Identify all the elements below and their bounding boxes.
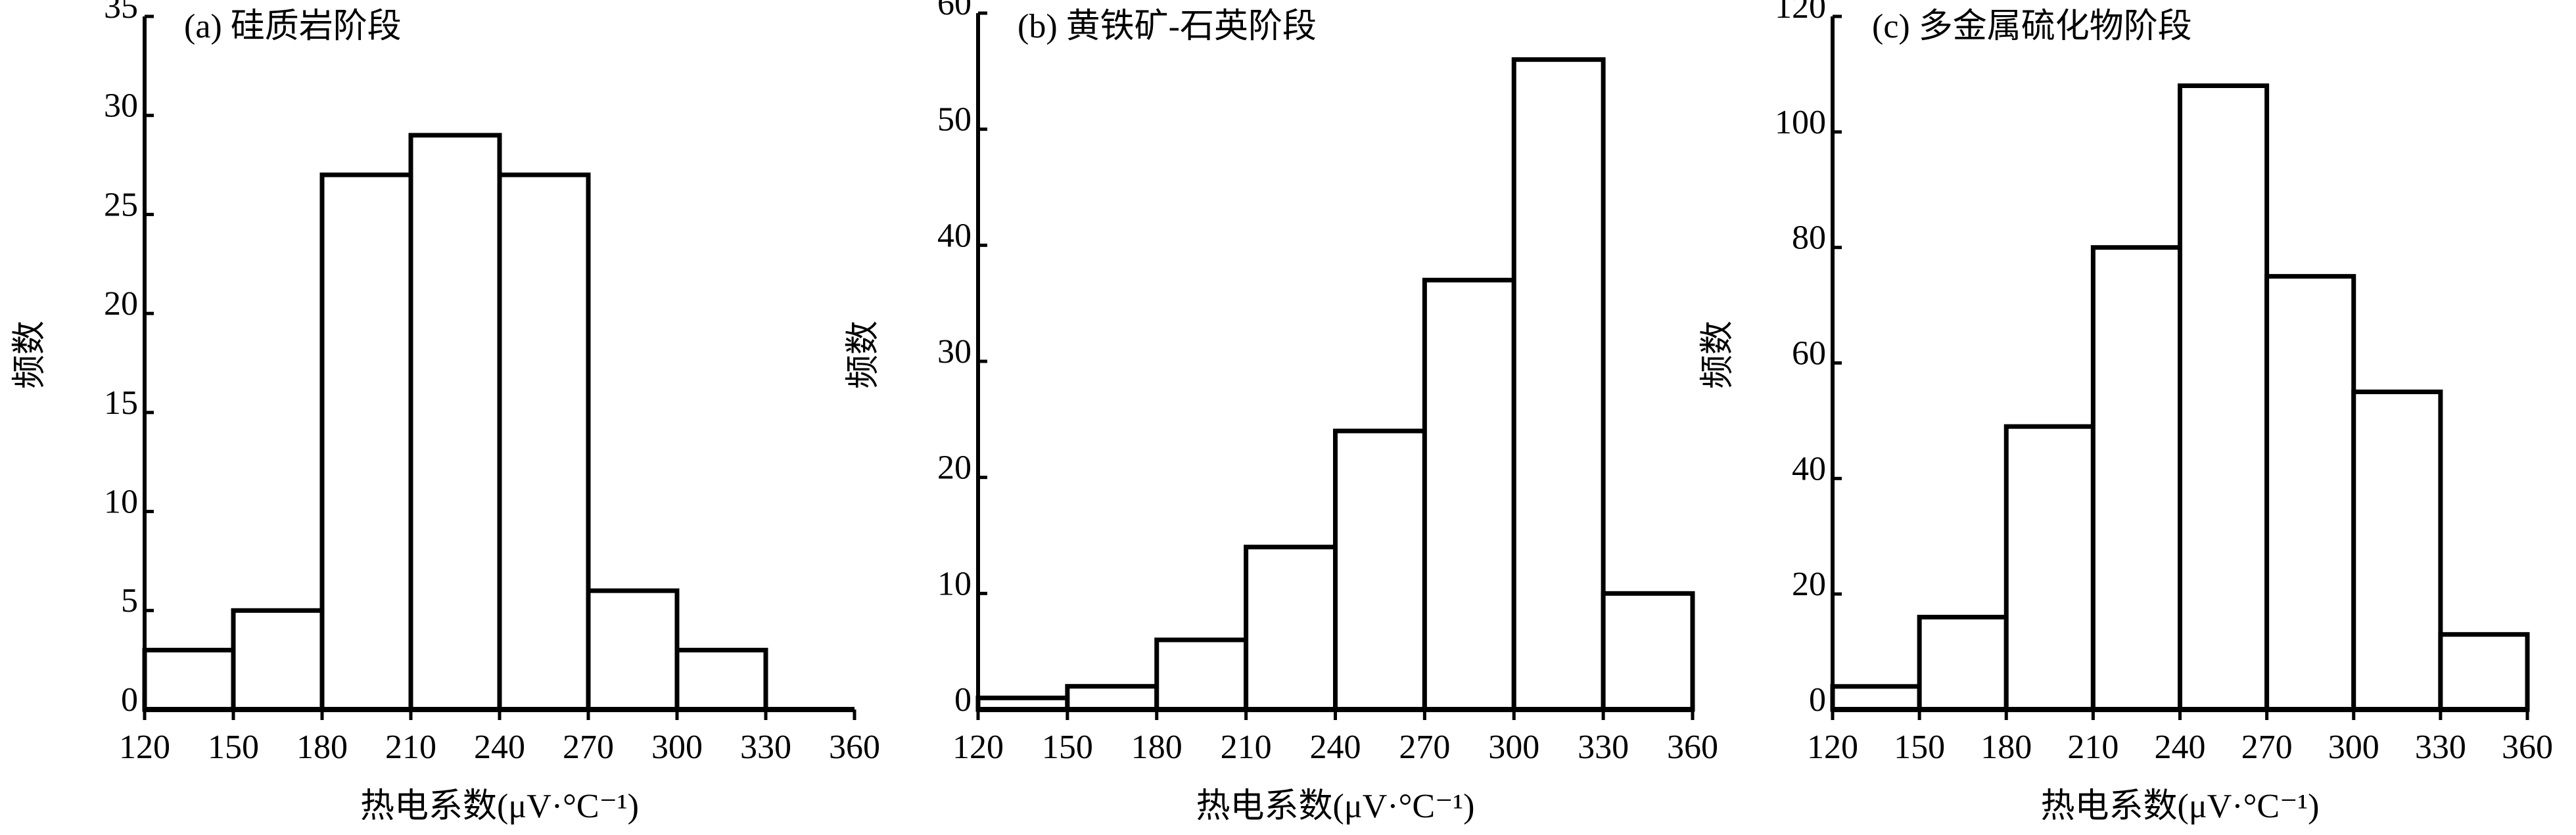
x-axis-label: 热电系数(μV·°C⁻¹) (360, 788, 639, 825)
bar (1422, 277, 1516, 712)
x-tick-label: 180 (296, 729, 348, 766)
y-tick-label: 80 (1792, 219, 1826, 257)
bar (1917, 614, 2009, 712)
bar (2264, 274, 2356, 712)
bar (2090, 245, 2182, 712)
bar (1511, 57, 1606, 712)
x-tick-label: 270 (1399, 729, 1450, 766)
x-tick-label: 330 (1578, 729, 1629, 766)
bar (408, 133, 502, 712)
y-tick-label: 100 (1775, 104, 1826, 141)
x-tick-label: 270 (2241, 729, 2293, 766)
y-tick-label: 60 (937, 0, 972, 22)
x-tick-label: 150 (1894, 729, 1945, 766)
bar (586, 588, 680, 712)
x-tick-label: 120 (952, 729, 1004, 766)
x-tick-label: 360 (2502, 729, 2553, 766)
y-tick-label: 40 (1792, 450, 1826, 487)
x-tick-label: 120 (119, 729, 170, 766)
bar (1065, 684, 1159, 712)
x-tick-label: 180 (1980, 729, 2032, 766)
y-tick-label: 30 (937, 333, 972, 371)
chart-title: (a) 硅质岩阶段 (184, 8, 402, 45)
y-tick-label: 20 (1792, 566, 1826, 603)
x-tick-label: 300 (1488, 729, 1539, 766)
bar (1154, 637, 1249, 712)
x-tick-label: 240 (1310, 729, 1361, 766)
x-tick-label: 240 (474, 729, 525, 766)
bar (1244, 545, 1338, 712)
x-tick-label: 210 (2067, 729, 2119, 766)
y-axis-label: 频数 (1699, 321, 1737, 389)
x-tick-label: 120 (1807, 729, 1858, 766)
x-tick-label: 210 (1221, 729, 1272, 766)
x-tick-label: 330 (2415, 729, 2466, 766)
x-tick-label: 210 (385, 729, 436, 766)
y-tick-label: 0 (954, 681, 972, 719)
x-tick-label: 300 (2328, 729, 2379, 766)
bar (674, 648, 768, 712)
bar (2178, 83, 2270, 712)
y-axis-label: 频数 (845, 321, 882, 389)
y-axis-label: 频数 (11, 321, 49, 389)
x-tick-label: 150 (1042, 729, 1093, 766)
x-tick-label: 330 (740, 729, 791, 766)
x-tick-label: 150 (208, 729, 259, 766)
bar (1601, 591, 1695, 712)
chart-title: (b) 黄铁矿-石英阶段 (1018, 8, 1317, 45)
x-tick-label: 300 (651, 729, 703, 766)
y-tick-label: 40 (937, 217, 972, 254)
y-tick-label: 60 (1792, 334, 1826, 372)
y-tick-label: 25 (104, 186, 138, 223)
y-tick-label: 15 (104, 384, 138, 422)
x-tick-label: 360 (1667, 729, 1718, 766)
y-tick-label: 20 (104, 285, 138, 323)
bar (2438, 632, 2530, 712)
bar (497, 172, 591, 712)
y-tick-label: 120 (1775, 0, 1826, 26)
x-tick-label: 180 (1131, 729, 1183, 766)
x-axis-label: 热电系数(μV·°C⁻¹) (1196, 788, 1475, 825)
y-tick-label: 20 (937, 449, 972, 487)
y-tick-label: 5 (121, 582, 138, 620)
bar (1333, 428, 1427, 712)
y-tick-label: 50 (937, 101, 972, 139)
y-tick-label: 0 (121, 681, 138, 719)
bar (2003, 424, 2096, 712)
y-tick-label: 0 (1809, 681, 1826, 719)
bar (1830, 684, 1922, 712)
bar (2351, 389, 2443, 712)
chart-title: (c) 多金属硫化物阶段 (1872, 8, 2192, 45)
y-tick-label: 35 (104, 0, 138, 26)
x-tick-label: 240 (2155, 729, 2206, 766)
y-tick-label: 30 (104, 87, 138, 125)
bar (231, 608, 325, 712)
x-axis-label: 热电系数(μV·°C⁻¹) (2041, 788, 2320, 825)
y-tick-label: 10 (104, 484, 138, 521)
x-tick-label: 270 (563, 729, 614, 766)
x-tick-label: 360 (829, 729, 880, 766)
bar (319, 172, 413, 712)
bar (142, 648, 236, 712)
y-tick-label: 10 (937, 565, 972, 602)
